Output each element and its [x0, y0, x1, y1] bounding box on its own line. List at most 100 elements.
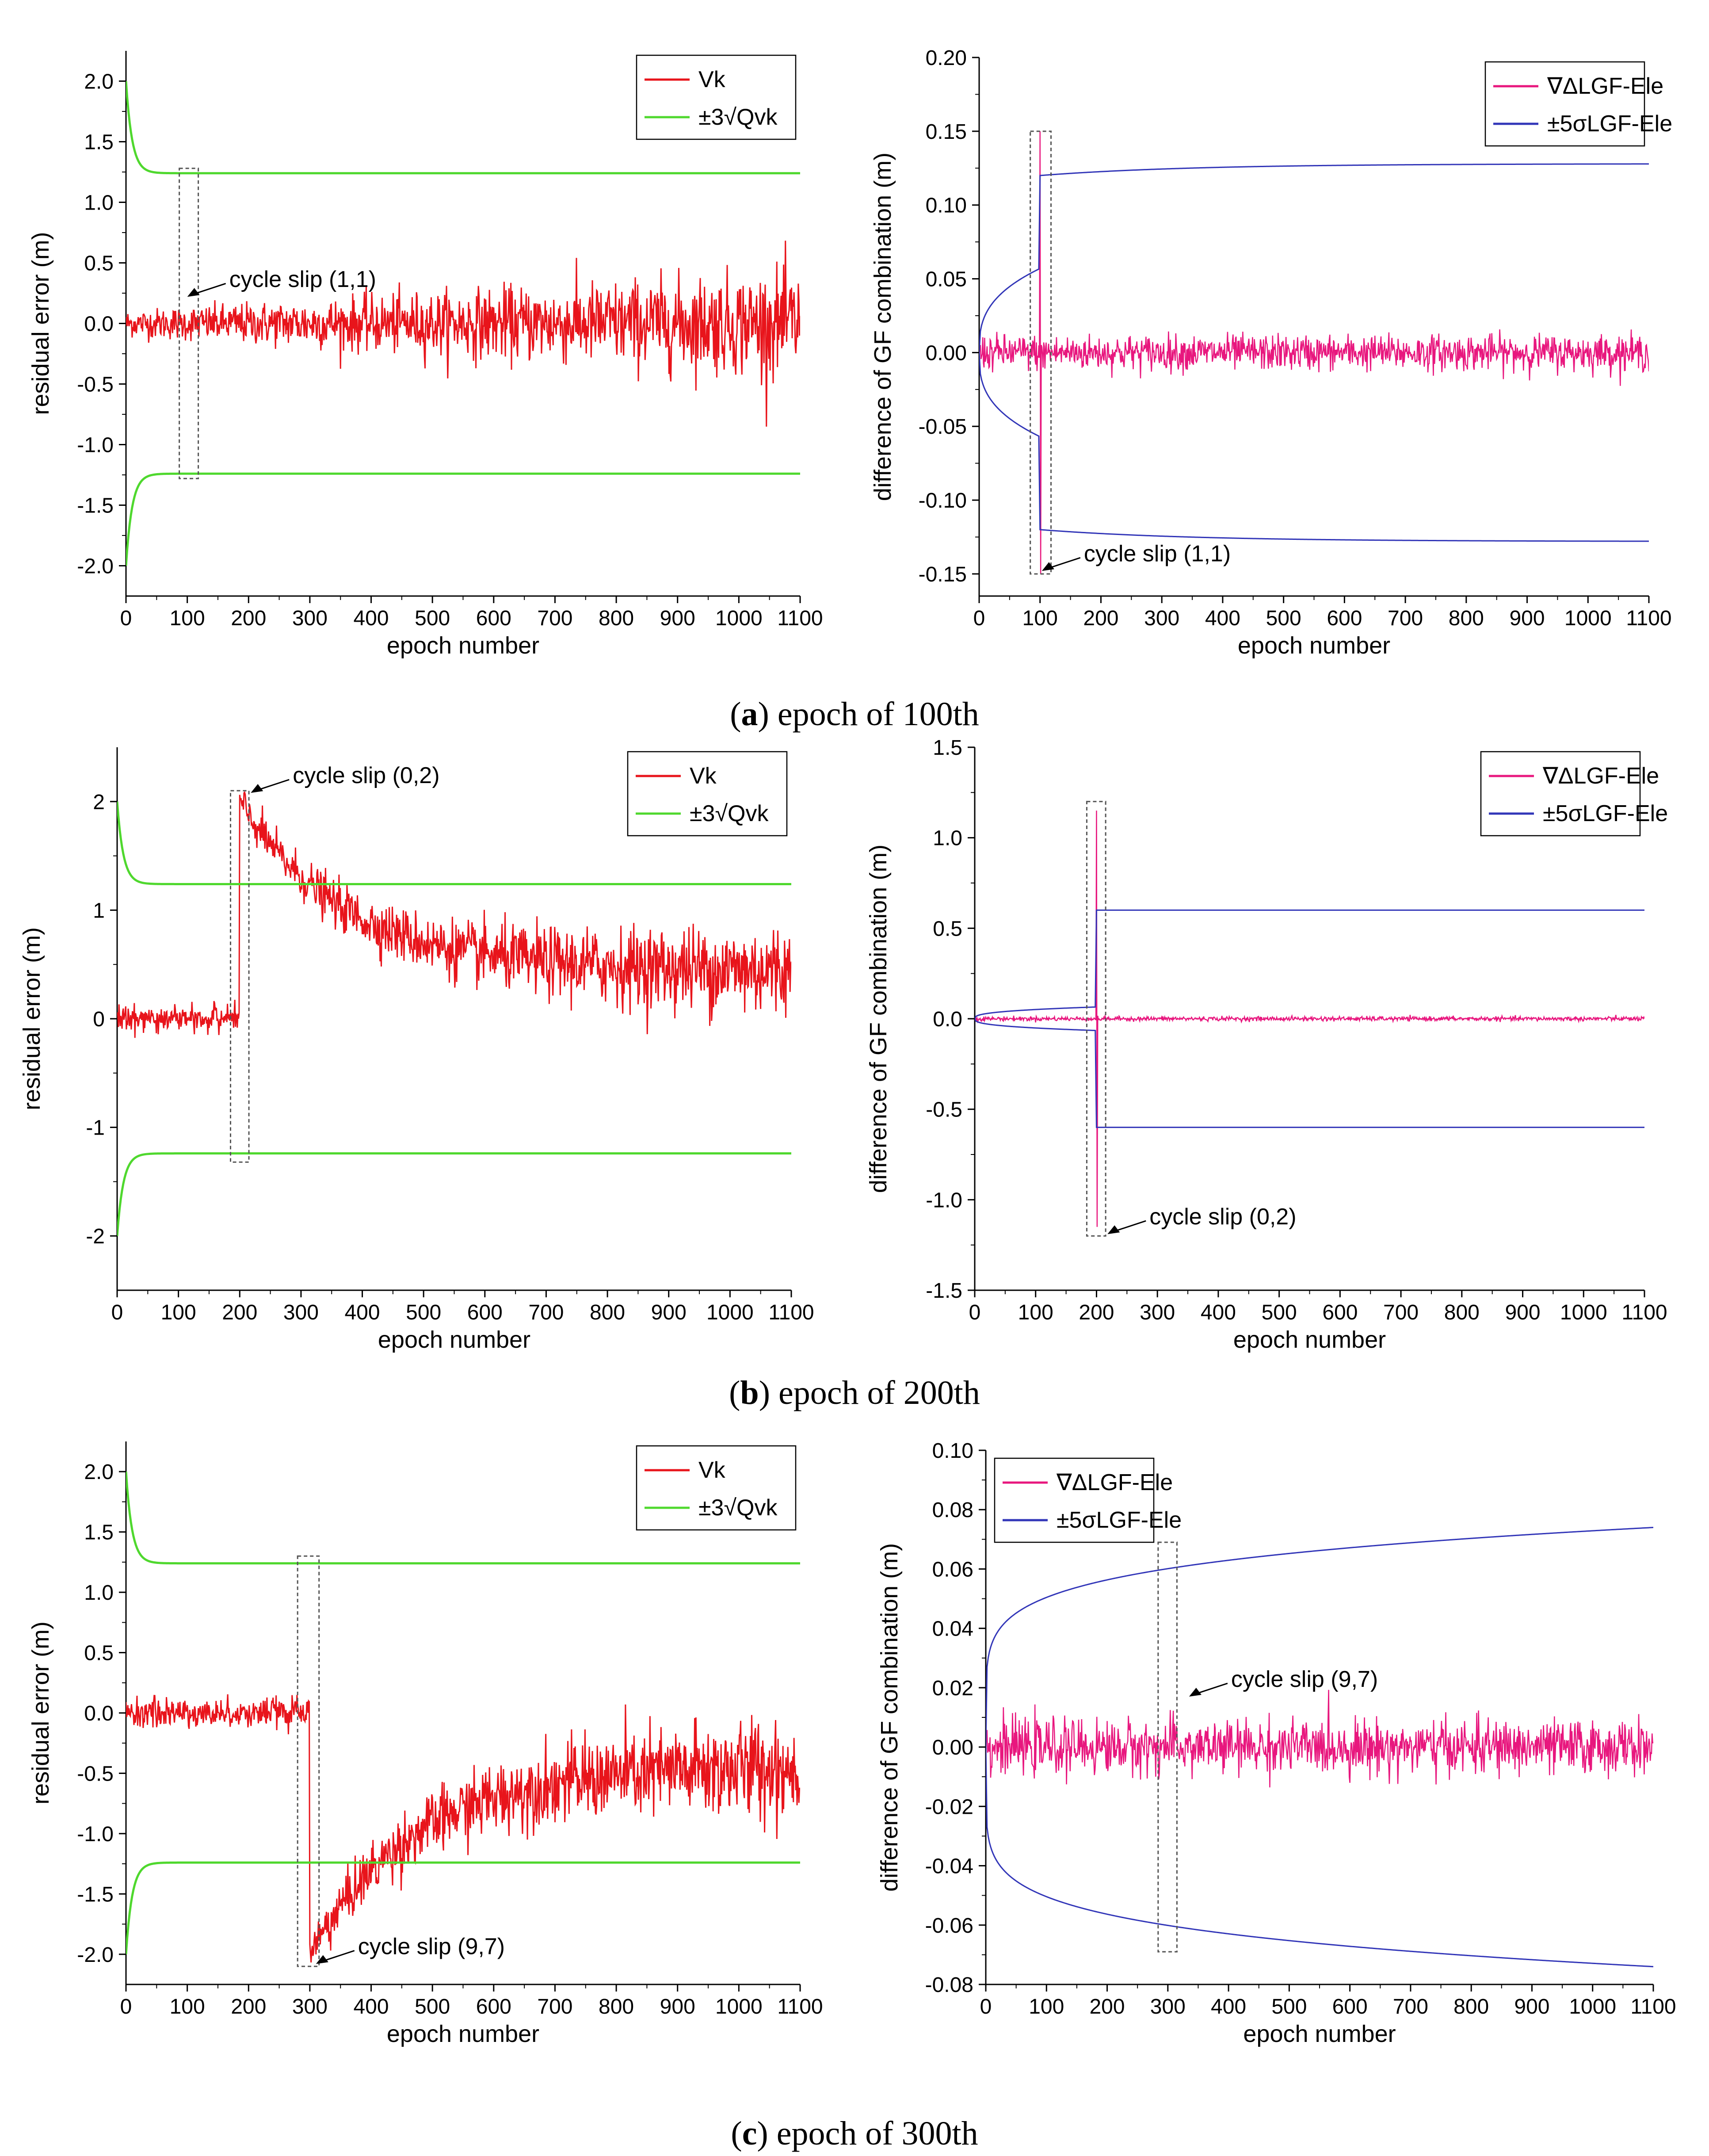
- gf-bound-upper-line: [986, 1526, 1653, 1747]
- annotation-arrowhead: [1041, 562, 1054, 571]
- x-tick-label: 600: [467, 1301, 503, 1324]
- y-tick-label: 1.0: [84, 191, 114, 215]
- x-tick-label: 500: [1266, 607, 1301, 630]
- y-tick-label: 0.00: [932, 1736, 973, 1759]
- y-tick-label: 1.0: [933, 827, 962, 850]
- x-axis-label: epoch number: [378, 1326, 530, 1353]
- chart-a-left: 0 100 200 300 400 500 600 700 800 900 1000 1100 epoc…: [27, 51, 823, 659]
- y-tick-label: -0.08: [925, 1973, 973, 1997]
- y-tick-label: -0.06: [925, 1914, 973, 1938]
- x-axis-label: epoch number: [1243, 2021, 1396, 2047]
- legend-box: [1480, 751, 1641, 837]
- x-tick-label: 1000: [715, 607, 763, 630]
- x-tick-label: 900: [660, 607, 695, 630]
- residual-series-line: [117, 791, 791, 1038]
- y-tick-label: 0.0: [84, 313, 114, 336]
- y-tick-label: 0.5: [933, 917, 962, 940]
- caption-a: (a) epoch of 100th: [730, 696, 979, 733]
- gf-diff-series-line: [979, 131, 1649, 574]
- y-tick-label: 0: [93, 1008, 105, 1031]
- y-tick-label: 0.5: [84, 1642, 114, 1665]
- x-tick-label: 400: [1201, 1301, 1236, 1324]
- y-tick-label: 0.0: [933, 1008, 962, 1031]
- legend-label-2: ±3√Qvk: [698, 104, 778, 130]
- legend-label-2: ±3√Qvk: [690, 801, 769, 826]
- y-tick-label: -1: [86, 1116, 105, 1140]
- y-tick-label: 2: [93, 791, 105, 814]
- x-tick-label: 400: [353, 607, 389, 630]
- x-tick-label: 800: [590, 1301, 625, 1324]
- x-tick-label: 900: [1514, 1995, 1549, 2018]
- x-tick-label: 100: [161, 1301, 196, 1324]
- y-axis-label: residual error (m): [19, 927, 45, 1110]
- cycle-slip-box: [1030, 130, 1052, 575]
- y-tick-label: 0.05: [926, 268, 967, 291]
- x-tick-label: 400: [344, 1301, 380, 1324]
- x-tick-label: 1100: [1621, 1301, 1667, 1324]
- caption-b-letter: b: [740, 1374, 759, 1411]
- cycle-slip-annotation: cycle slip (1,1): [1084, 541, 1231, 566]
- legend-box: [636, 54, 797, 140]
- threshold-lower-line: [126, 1861, 800, 1954]
- y-tick-label: 0.10: [926, 194, 967, 218]
- gf-diff-series-line: [986, 1690, 1653, 1788]
- x-tick-label: 100: [170, 607, 205, 630]
- threshold-lower-line: [126, 472, 800, 566]
- y-tick-label: 0.04: [932, 1617, 973, 1641]
- x-tick-label: 200: [231, 1995, 266, 2018]
- threshold-upper-line: [126, 81, 800, 175]
- x-tick-label: 700: [537, 607, 572, 630]
- x-axis-label: epoch number: [1233, 1326, 1386, 1353]
- legend-label-1: Vk: [698, 1457, 726, 1483]
- plot-area: [117, 791, 791, 1236]
- x-tick-label: 900: [1505, 1301, 1540, 1324]
- x-tick-label: 500: [1271, 1995, 1307, 2018]
- y-axis-label: residual error (m): [27, 1621, 54, 1804]
- x-tick-label: 1100: [777, 607, 823, 630]
- y-tick-label: -2.0: [77, 555, 114, 578]
- x-tick-label: 600: [1332, 1995, 1368, 2018]
- y-axis-label: residual error (m): [27, 232, 54, 415]
- gf-bound-lower-line: [975, 1018, 1644, 1128]
- cycle-slip-box: [297, 1555, 320, 1967]
- x-tick-label: 0: [969, 1301, 981, 1324]
- x-tick-label: 500: [415, 607, 450, 630]
- y-tick-label: -0.15: [919, 563, 967, 586]
- annotation-arrowhead: [187, 288, 200, 297]
- x-tick-label: 100: [170, 1995, 205, 2018]
- x-tick-label: 1100: [1626, 607, 1671, 630]
- legend-label-1: Vk: [690, 763, 717, 789]
- x-tick-label: 700: [1383, 1301, 1419, 1324]
- cycle-slip-box: [1086, 801, 1106, 1237]
- legend-box: [627, 751, 788, 837]
- y-tick-label: -0.04: [925, 1855, 973, 1878]
- x-axis-label: epoch number: [1238, 632, 1390, 659]
- x-tick-label: 800: [1444, 1301, 1480, 1324]
- x-tick-label: 0: [120, 607, 132, 630]
- cycle-slip-annotation: cycle slip (9,7): [1231, 1667, 1378, 1692]
- gf-diff-series-line: [975, 810, 1644, 1227]
- x-tick-label: 1000: [715, 1995, 763, 2018]
- x-tick-label: 600: [476, 1995, 511, 2018]
- x-tick-label: 100: [1022, 607, 1058, 630]
- y-tick-label: 0.5: [84, 252, 114, 275]
- x-tick-label: 0: [973, 607, 985, 630]
- y-tick-label: -1.0: [77, 1823, 114, 1846]
- y-tick-label: -1.0: [77, 434, 114, 457]
- y-tick-label: 0.00: [926, 341, 967, 365]
- x-tick-label: 900: [1509, 607, 1545, 630]
- chart-c-right: 0 100 200 300 400 500 600 700 800 900 1000 1100 epoc…: [876, 1439, 1676, 2047]
- y-tick-label: 0.10: [932, 1439, 973, 1463]
- y-tick-label: -1.5: [77, 494, 114, 518]
- x-tick-label: 200: [222, 1301, 257, 1324]
- x-tick-label: 0: [120, 1995, 132, 2018]
- legend-box: [994, 1457, 1155, 1543]
- plot-area: [126, 81, 800, 566]
- chart-a-right: 0 100 200 300 400 500 600 700 800 900 1000 1100 epoc…: [870, 46, 1672, 659]
- x-tick-label: 300: [1140, 1301, 1175, 1324]
- x-tick-label: 300: [292, 1995, 328, 2018]
- x-tick-label: 300: [292, 607, 328, 630]
- plot-area: [975, 810, 1644, 1227]
- y-tick-label: -0.10: [919, 489, 967, 512]
- y-axis-label: difference of GF combination (m): [865, 845, 892, 1193]
